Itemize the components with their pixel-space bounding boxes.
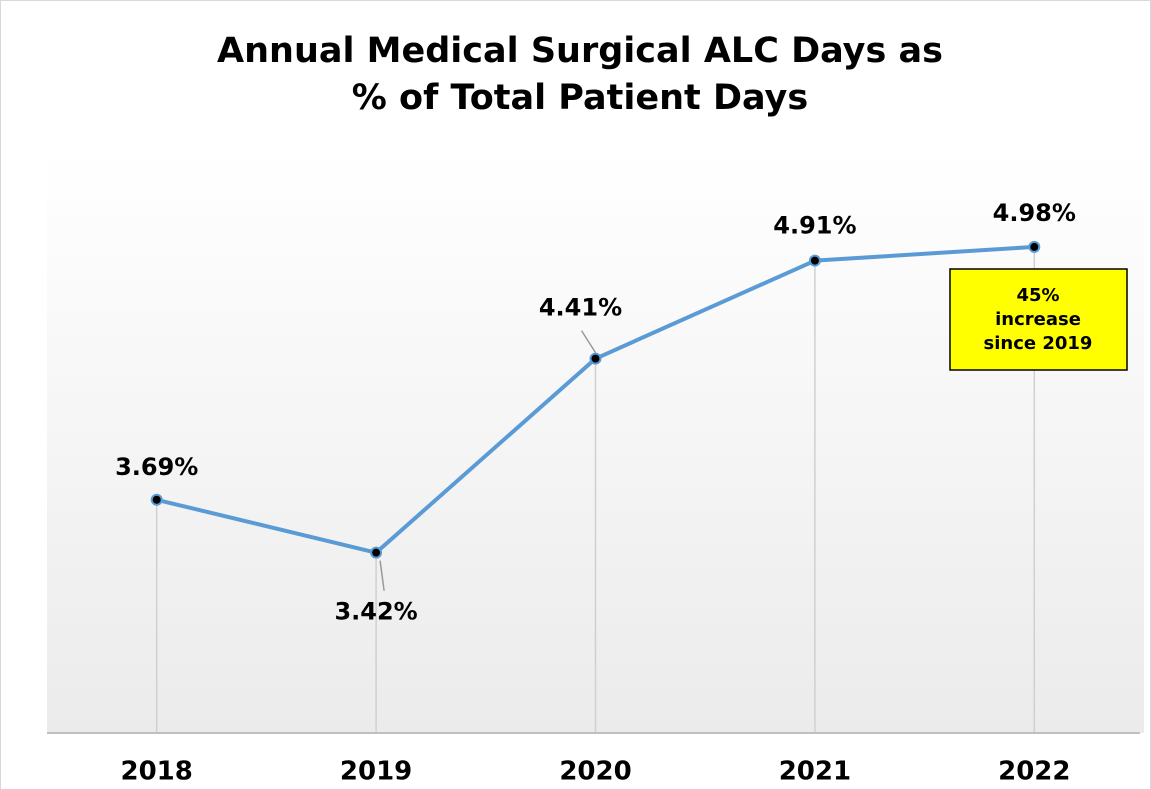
- chart-title: % of Total Patient Days: [352, 78, 808, 118]
- leader-line: [379, 560, 385, 591]
- marker: [150, 493, 163, 506]
- annotation-text: since 2019: [984, 333, 1093, 354]
- annotation-text: 45%: [1016, 285, 1059, 306]
- marker: [808, 254, 821, 267]
- annotation-text: increase: [995, 309, 1081, 330]
- data-label: 3.69%: [115, 453, 198, 481]
- annotation-box: [949, 268, 1128, 371]
- marker: [1028, 240, 1041, 253]
- x-tick-label: 2022: [998, 757, 1070, 787]
- marker: [370, 546, 383, 559]
- x-tick-label: 2019: [340, 757, 412, 787]
- data-label: 4.98%: [993, 199, 1076, 227]
- leader-line: [580, 330, 597, 354]
- x-tick-label: 2021: [779, 757, 851, 787]
- chart-title: Annual Medical Surgical ALC Days as: [217, 31, 943, 71]
- x-tick-label: 2020: [559, 757, 631, 787]
- data-label: 4.41%: [539, 294, 622, 322]
- data-label: 4.91%: [773, 212, 856, 240]
- x-tick-label: 2018: [121, 757, 193, 787]
- data-label: 3.42%: [334, 598, 417, 626]
- marker: [589, 352, 602, 365]
